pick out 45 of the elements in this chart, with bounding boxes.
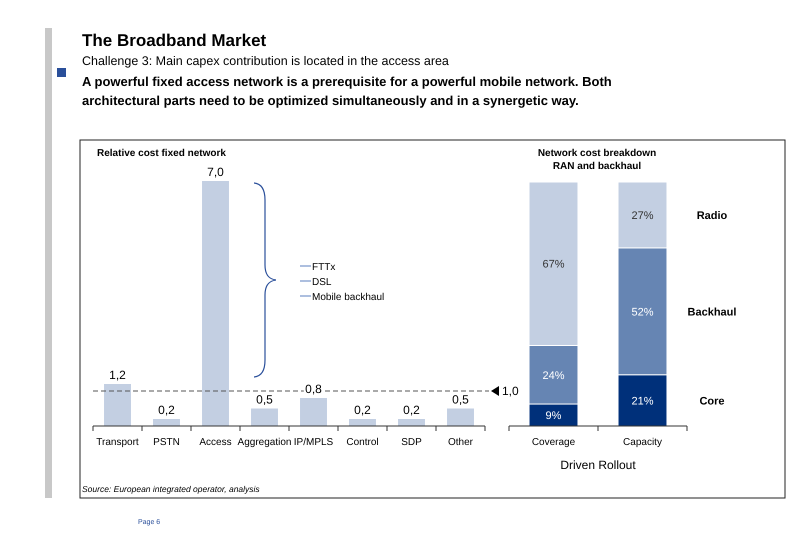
annotation: Mobile backhaul: [312, 292, 384, 303]
bar: [153, 419, 180, 426]
data-label: 0,5: [256, 392, 274, 406]
annotation: FTTx: [312, 262, 336, 273]
data-label: 1,2: [109, 368, 126, 382]
chart-title: Relative cost fixed network: [97, 148, 226, 159]
bar: [349, 419, 376, 426]
x-tick-label: Coverage: [532, 437, 576, 448]
x-tick-label: Access: [199, 437, 232, 448]
text: A powerful fixed access network is a prerequisite for a powerful mobile network. Both architectural parts need to be optimized simultaneously and in a synergetic way.: [82, 74, 612, 108]
bar: [202, 181, 229, 426]
x-tick-label: Transport: [96, 437, 139, 448]
bar: [300, 398, 327, 426]
text: Radio: [696, 210, 728, 222]
data-label: 0,2: [403, 403, 420, 417]
data-label: 24%: [542, 370, 565, 382]
data-label: 7,0: [207, 165, 224, 179]
bar: [447, 408, 474, 426]
data-label: 0,2: [354, 403, 372, 417]
bar: [251, 408, 278, 426]
x-axis-title: Driven Rollout: [560, 458, 636, 472]
data-label: 21%: [631, 395, 654, 408]
source-note: Source: European integrated operator, analysis: [82, 484, 260, 494]
x-tick-label: PSTN: [153, 437, 180, 448]
x-tick-label: Aggregation: [238, 437, 292, 448]
text: The Broadband Market: [82, 31, 267, 50]
x-tick-label: SDP: [401, 437, 422, 448]
data-label: 52%: [631, 306, 654, 318]
x-tick-label: Capacity: [623, 437, 662, 448]
data-label: 9%: [546, 410, 562, 422]
text: Core: [699, 395, 725, 408]
text: Challenge 3: Main capex contribution is located in the access area: [82, 54, 449, 68]
bar: [398, 419, 425, 426]
ref-line-label: 1,0: [502, 384, 520, 398]
data-label: 0,5: [452, 392, 470, 406]
data-label: 0,2: [158, 403, 176, 417]
series-label: Backhaul: [688, 306, 736, 318]
chart-title: Network cost breakdown RAN and backhaul: [538, 148, 656, 172]
data-label: 27%: [631, 210, 654, 222]
data-label: 67%: [542, 258, 565, 271]
annotation: DSL: [312, 277, 332, 288]
bar: [104, 384, 131, 426]
x-tick-label: Control: [346, 437, 379, 448]
x-tick-label: Other: [448, 437, 474, 448]
x-tick-label: IP/MPLS: [294, 437, 334, 448]
